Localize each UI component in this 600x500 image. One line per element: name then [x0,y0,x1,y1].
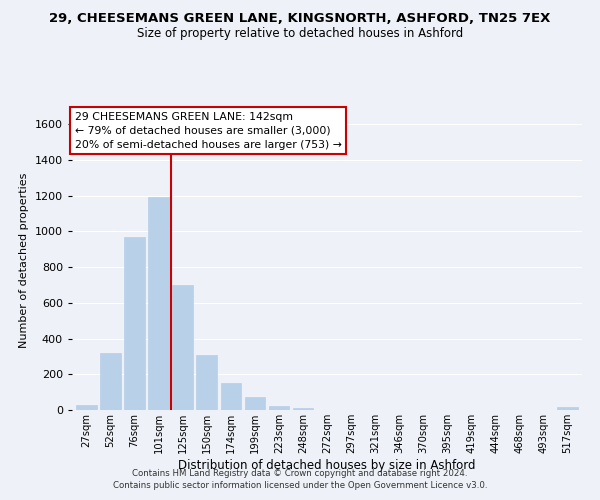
Text: 29 CHEESEMANS GREEN LANE: 142sqm
← 79% of detached houses are smaller (3,000)
20: 29 CHEESEMANS GREEN LANE: 142sqm ← 79% o… [74,112,341,150]
Bar [293,408,313,410]
Y-axis label: Number of detached properties: Number of detached properties [19,172,29,348]
Bar [196,354,217,410]
Bar [221,383,241,410]
Text: Size of property relative to detached houses in Ashford: Size of property relative to detached ho… [137,28,463,40]
X-axis label: Distribution of detached houses by size in Ashford: Distribution of detached houses by size … [178,458,476,471]
Bar [148,196,169,410]
Bar [269,406,289,410]
Bar [100,353,121,410]
Bar [245,396,265,410]
Bar [172,285,193,410]
Bar [124,237,145,410]
Text: Contains public sector information licensed under the Open Government Licence v3: Contains public sector information licen… [113,481,487,490]
Bar [557,407,578,410]
Text: 29, CHEESEMANS GREEN LANE, KINGSNORTH, ASHFORD, TN25 7EX: 29, CHEESEMANS GREEN LANE, KINGSNORTH, A… [49,12,551,26]
Text: Contains HM Land Registry data © Crown copyright and database right 2024.: Contains HM Land Registry data © Crown c… [132,468,468,477]
Bar [76,405,97,410]
